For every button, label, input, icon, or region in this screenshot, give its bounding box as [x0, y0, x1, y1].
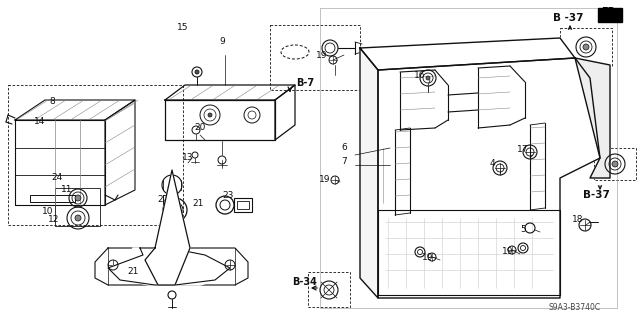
Bar — [378, 148, 393, 203]
Text: 19: 19 — [319, 175, 331, 184]
Text: 22: 22 — [157, 196, 168, 204]
Text: 15: 15 — [177, 24, 189, 33]
Text: 4: 4 — [489, 160, 495, 168]
Polygon shape — [145, 170, 190, 285]
Bar — [594, 148, 636, 180]
Bar — [560, 28, 612, 66]
Bar — [308, 272, 350, 307]
Polygon shape — [360, 48, 378, 298]
Text: B-7: B-7 — [296, 78, 314, 88]
Text: 17: 17 — [517, 145, 529, 154]
Text: 11: 11 — [61, 186, 73, 195]
Polygon shape — [108, 248, 230, 285]
Circle shape — [612, 161, 618, 167]
Polygon shape — [95, 248, 248, 285]
Circle shape — [583, 44, 589, 50]
Bar — [270, 25, 360, 90]
Text: 8: 8 — [49, 98, 55, 107]
Text: 20: 20 — [195, 123, 205, 132]
Bar — [101, 258, 115, 266]
Text: 13: 13 — [182, 153, 194, 162]
Bar — [163, 195, 171, 205]
Polygon shape — [378, 58, 600, 298]
Text: B-37: B-37 — [582, 190, 609, 200]
Text: B-34: B-34 — [292, 277, 317, 287]
Text: 9: 9 — [219, 38, 225, 47]
Circle shape — [75, 215, 81, 221]
Text: FR.: FR. — [602, 11, 618, 19]
Circle shape — [426, 76, 430, 80]
Text: 7: 7 — [341, 158, 347, 167]
Text: 18: 18 — [572, 216, 584, 225]
Bar — [8, 85, 183, 225]
Text: 19: 19 — [316, 50, 328, 60]
Bar — [228, 268, 242, 276]
Text: 24: 24 — [51, 174, 63, 182]
Polygon shape — [118, 248, 225, 285]
Text: 21: 21 — [127, 268, 139, 277]
Polygon shape — [598, 8, 622, 22]
Text: 14: 14 — [35, 117, 45, 127]
Circle shape — [208, 113, 212, 117]
Text: 6: 6 — [341, 144, 347, 152]
Bar — [30, 195, 75, 202]
Text: 12: 12 — [48, 216, 60, 225]
Text: 19: 19 — [422, 254, 434, 263]
Text: 19: 19 — [502, 248, 514, 256]
Bar — [234, 198, 252, 212]
Bar — [228, 258, 242, 266]
Text: B -37: B -37 — [553, 13, 583, 23]
Text: 23: 23 — [222, 191, 234, 201]
Polygon shape — [575, 58, 610, 178]
Circle shape — [195, 70, 199, 74]
Polygon shape — [360, 38, 575, 70]
Circle shape — [75, 195, 81, 201]
Text: 16: 16 — [414, 71, 426, 80]
Bar — [385, 218, 553, 288]
Text: 21: 21 — [192, 198, 204, 207]
Text: 10: 10 — [42, 207, 54, 217]
Bar — [237, 201, 249, 209]
Bar — [55, 188, 100, 226]
Text: FR.: FR. — [601, 7, 619, 17]
Text: S9A3-B3740C: S9A3-B3740C — [549, 303, 601, 313]
Text: 5: 5 — [520, 226, 526, 234]
Bar — [101, 268, 115, 276]
